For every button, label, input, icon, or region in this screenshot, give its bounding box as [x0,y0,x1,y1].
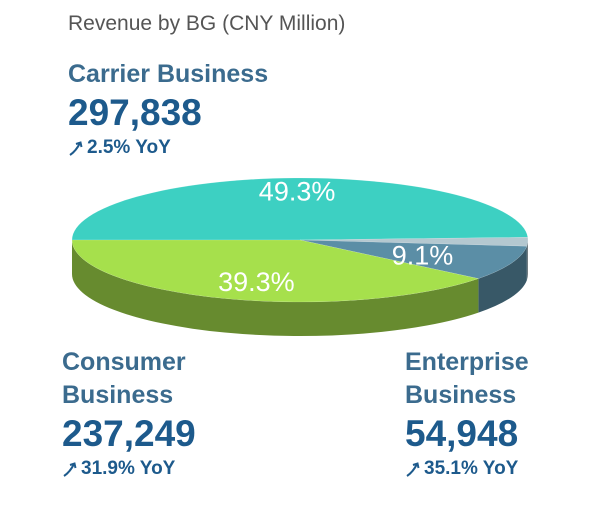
slice-label: 9.1% [392,241,454,271]
segment-name: Consumer Business [62,348,186,409]
slice-label: 39.3% [218,267,295,297]
pie-slice [71,239,480,303]
segment-growth: 35.1% YoY [405,456,575,482]
pie-slice [71,177,529,241]
segment-growth: 2.5% YoY [68,135,388,161]
arrow [406,462,420,477]
callout: Consumer Business 237,249 31.9% YoY [62,346,232,482]
callout: Carrier Business 297,838 2.5% YoY [68,58,388,161]
segment-growth: 31.9% YoY [62,456,232,482]
growth-text: 2.5% YoY [87,137,171,158]
up-arrow-icon [406,462,420,477]
growth-text: 31.9% YoY [81,458,176,479]
up-arrow-icon [63,462,77,477]
chart-title: Revenue by BG (CNY Million) [68,12,346,35]
pie-slice [299,237,529,247]
arrow [63,462,77,477]
pie-side [526,240,528,281]
slice-label: 49.3% [259,177,336,207]
callout: Enterprise Business 54,948 35.1% YoY [405,346,575,482]
pie-side [478,246,527,313]
segment-revenue: 297,838 [68,92,202,133]
arrow [69,141,83,156]
up-arrow-icon [69,141,83,156]
segment-revenue: 54,948 [405,413,519,454]
segment-name: Carrier Business [68,60,269,88]
pie-slice [299,239,528,279]
growth-text: 35.1% YoY [424,458,519,479]
segment-revenue: 237,249 [62,413,196,454]
segment-name: Enterprise Business [405,348,529,409]
pie-side [72,240,479,337]
